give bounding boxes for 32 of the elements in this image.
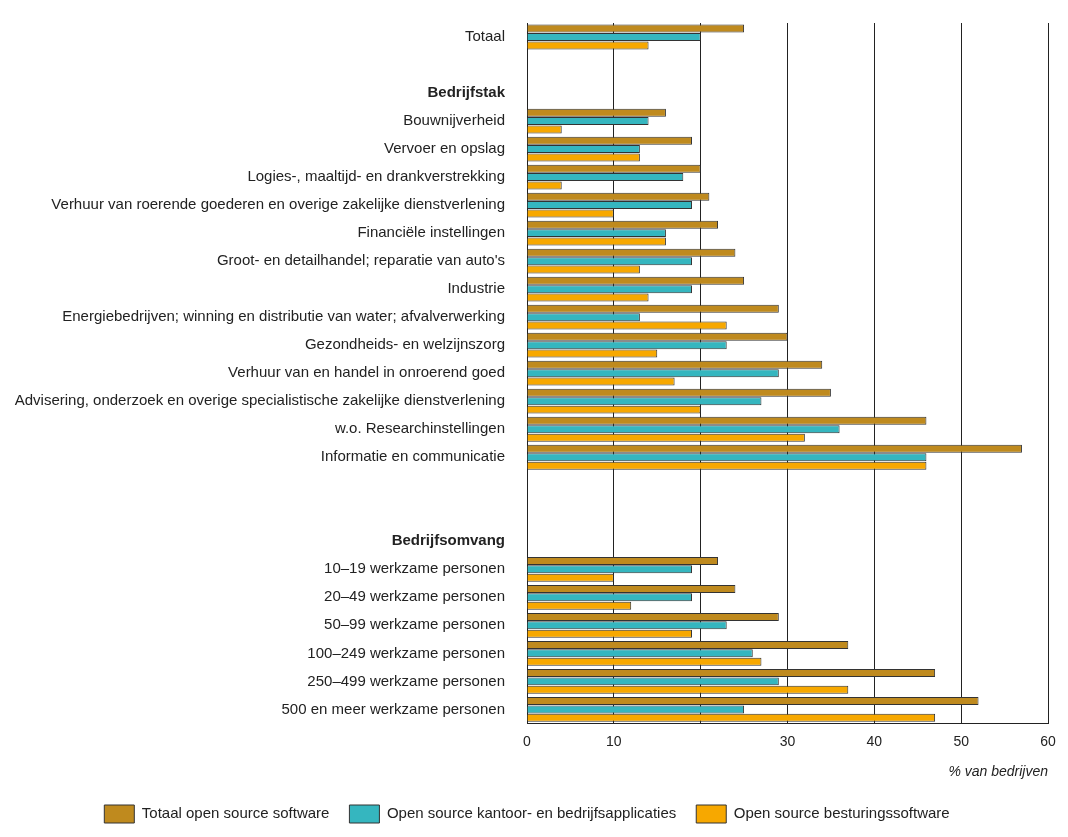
y-tick-label: 20–49 werkzame personen bbox=[324, 587, 505, 605]
y-tick-label: 50–99 werkzame personen bbox=[324, 615, 505, 633]
y-tick-label: Bedrijfstak bbox=[427, 83, 506, 101]
legend-label: Open source besturingssoftware bbox=[733, 804, 950, 822]
x-tick-label: 30 bbox=[779, 732, 796, 749]
x-tick-label: 40 bbox=[866, 732, 883, 749]
x-tick-label: 60 bbox=[1040, 732, 1056, 749]
legend-label: Totaal open source software bbox=[141, 804, 330, 822]
y-tick-label: Advisering, onderzoek en overige specialistische zakelijke dienstverlening bbox=[14, 391, 505, 409]
y-tick-label: Logies-, maaltijd- en drankverstrekking bbox=[247, 167, 505, 185]
x-axis-title: % van bedrijven bbox=[948, 763, 1049, 780]
y-tick-label: 10–19 werkzame personen bbox=[324, 559, 505, 577]
y-tick-label: 500 en meer werkzame personen bbox=[281, 699, 505, 717]
x-tick-label: 0 bbox=[523, 732, 532, 749]
y-tick-label: Industrie bbox=[447, 279, 505, 297]
legend-label: Open source kantoor- en bedrijfsapplicaties bbox=[386, 804, 677, 822]
y-tick-label: Informatie en communicatie bbox=[320, 447, 505, 465]
y-tick-label: Verhuur van roerende goederen en overige zakelijke dienstverlening bbox=[51, 195, 505, 213]
y-tick-label: Groot- en detailhandel; reparatie van auto's bbox=[216, 251, 505, 269]
y-tick-label: Bedrijfsomvang bbox=[391, 531, 505, 549]
y-tick-label: 250–499 werkzame personen bbox=[307, 671, 505, 689]
x-tick-label: 10 bbox=[606, 732, 622, 749]
x-tick-label: 50 bbox=[953, 732, 970, 749]
y-tick-label: Energiebedrijven; winning en distributie van water; afvalverwerking bbox=[62, 307, 505, 325]
y-tick-label: Totaal bbox=[464, 27, 505, 45]
y-tick-label: Gezondheids- en welzijnszorg bbox=[304, 335, 505, 353]
y-tick-label: w.o. Researchinstellingen bbox=[333, 419, 505, 437]
y-tick-label: 100–249 werkzame personen bbox=[307, 643, 505, 661]
y-tick-label: Vervoer en opslag bbox=[384, 139, 505, 157]
y-tick-label: Bouwnijverheid bbox=[403, 111, 505, 129]
y-tick-label: Financiële instellingen bbox=[357, 223, 505, 241]
y-tick-label: Verhuur van en handel in onroerend goed bbox=[228, 363, 505, 381]
